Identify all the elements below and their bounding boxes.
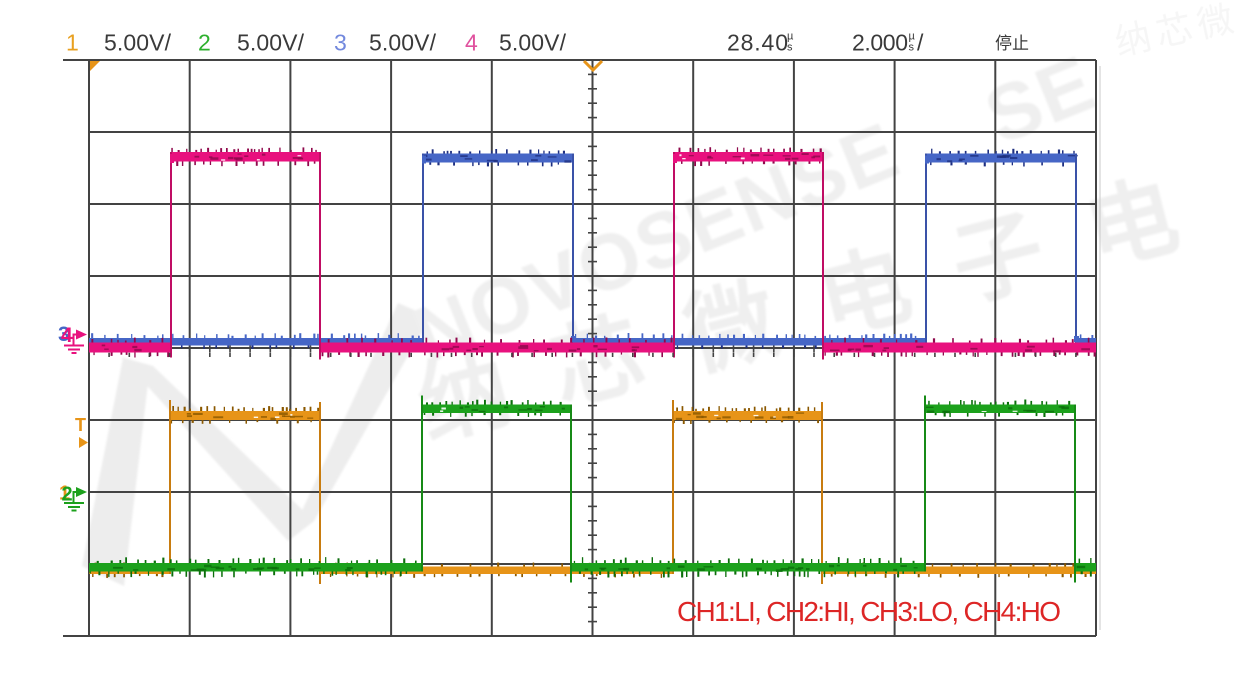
svg-text:停止: 停止 bbox=[995, 34, 1029, 53]
svg-text:3: 3 bbox=[334, 30, 347, 56]
svg-text:1: 1 bbox=[66, 30, 79, 56]
svg-text:1: 1 bbox=[59, 483, 70, 505]
svg-text:5.00V/: 5.00V/ bbox=[237, 30, 305, 56]
svg-text:s: s bbox=[909, 42, 915, 54]
svg-text:4: 4 bbox=[61, 324, 73, 347]
svg-text:T: T bbox=[75, 415, 86, 435]
svg-text:2: 2 bbox=[198, 30, 211, 56]
svg-text:3: 3 bbox=[58, 323, 70, 346]
svg-text:5.00V/: 5.00V/ bbox=[104, 30, 172, 56]
svg-text:s: s bbox=[787, 42, 793, 54]
svg-text:2.000: 2.000 bbox=[852, 30, 908, 56]
svg-text:/: / bbox=[917, 30, 924, 56]
svg-text:µ: µ bbox=[787, 31, 794, 43]
svg-text:CH1:LI, CH2:HI, CH3:LO, CH4:HO: CH1:LI, CH2:HI, CH3:LO, CH4:HO bbox=[677, 596, 1061, 627]
svg-text:µ: µ bbox=[909, 31, 916, 43]
svg-text:2: 2 bbox=[62, 484, 73, 506]
svg-text:5.00V/: 5.00V/ bbox=[499, 30, 567, 56]
svg-text:4: 4 bbox=[465, 30, 478, 56]
svg-text:28.40: 28.40 bbox=[727, 30, 788, 56]
svg-text:5.00V/: 5.00V/ bbox=[369, 30, 437, 56]
